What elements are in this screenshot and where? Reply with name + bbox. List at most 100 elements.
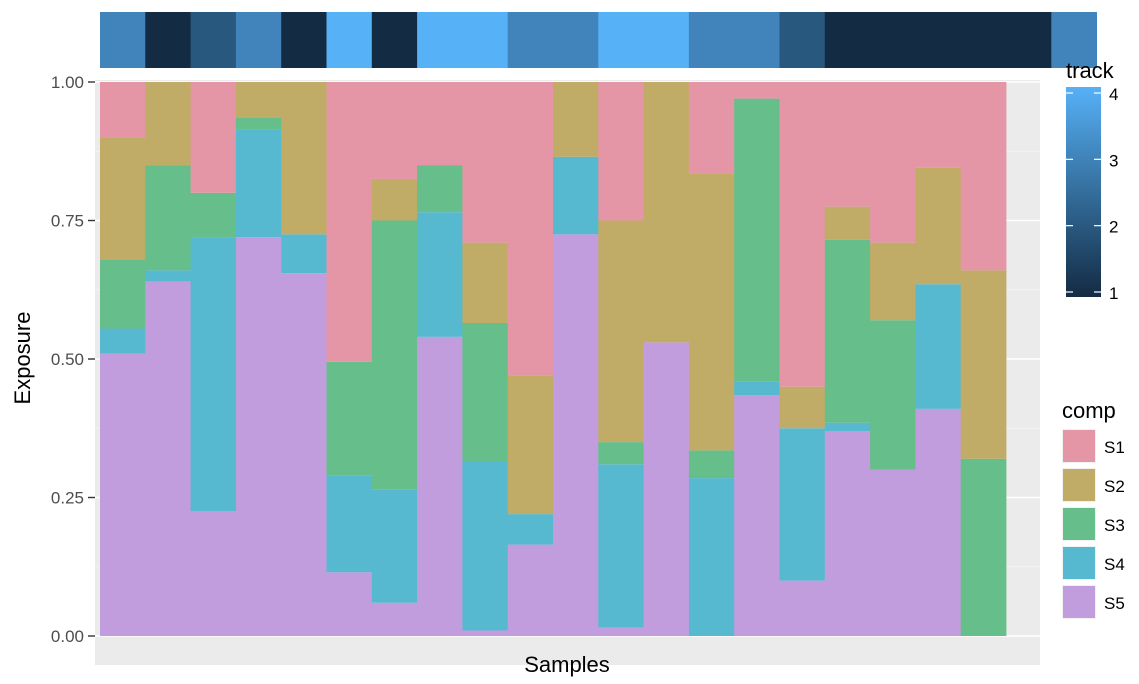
bar-segment-s1 <box>462 82 509 243</box>
track-cell <box>507 12 554 68</box>
bar-segment-s2 <box>960 270 1007 459</box>
bar-segment-s4 <box>326 475 373 573</box>
bar-segment-s5 <box>190 511 237 636</box>
track-strip <box>100 12 1097 68</box>
bar-segment-s1 <box>190 82 237 193</box>
bar-segment-s3 <box>734 98 780 382</box>
track-legend-title: track <box>1066 58 1115 83</box>
track-cell <box>598 12 644 68</box>
bar-segment-s3 <box>145 165 191 271</box>
colorbar-tick-label: 4 <box>1109 85 1118 104</box>
bar-segment-s5 <box>281 273 327 636</box>
y-tick-label: 1.00 <box>51 73 84 92</box>
colorbar-tick-label: 2 <box>1109 218 1118 237</box>
y-axis: 0.00 0.25 0.50 0.75 1.00 <box>51 73 95 646</box>
track-cell <box>870 12 916 68</box>
legend-swatch-s4 <box>1063 547 1095 579</box>
colorbar-tick-label: 3 <box>1109 151 1118 170</box>
track-colorbar <box>1066 87 1101 297</box>
bar-segment-s4 <box>190 237 237 512</box>
bar-segment-s1 <box>417 82 463 166</box>
bar-segment-s5 <box>553 234 599 636</box>
colorbar-tick-label: 1 <box>1109 284 1118 303</box>
bar-segment-s4 <box>824 422 871 432</box>
bar-segment-s2 <box>371 178 418 221</box>
bar-segment-s2 <box>145 82 191 166</box>
bar-segment-s4 <box>915 284 962 409</box>
track-cell <box>915 12 962 68</box>
bar-segment-s2 <box>281 82 327 235</box>
bar-segment-s1 <box>960 82 1007 271</box>
track-cell <box>190 12 237 68</box>
bar-segment-s5 <box>779 580 826 636</box>
bar-segment-s2 <box>688 173 735 451</box>
y-axis-title: Exposure <box>10 312 35 405</box>
bar-segment-s5 <box>145 281 191 636</box>
bar-segment-s5 <box>915 408 962 636</box>
bar-segment-s3 <box>190 192 237 238</box>
legend-label: S3 <box>1104 516 1125 535</box>
bar-segment-s1 <box>598 82 644 221</box>
y-tick-label: 0.25 <box>51 489 84 508</box>
bar-segment-s1 <box>734 82 780 99</box>
bar-segment-s1 <box>779 82 826 387</box>
track-cell <box>145 12 191 68</box>
bar-segment-s3 <box>824 239 871 423</box>
bars <box>100 82 1007 636</box>
bar-segment-s3 <box>598 442 644 465</box>
track-cell <box>100 12 146 68</box>
bar-segment-s3 <box>371 220 418 490</box>
track-cell <box>281 12 327 68</box>
bar-segment-s3 <box>100 259 146 329</box>
bar-segment-s4 <box>688 478 735 636</box>
bar-segment-s1 <box>915 82 962 168</box>
track-cell <box>462 12 509 68</box>
track-cell <box>643 12 690 68</box>
track-cell <box>1006 12 1052 68</box>
bar-segment-s4 <box>553 156 599 235</box>
comp-legend: comp S1 S2 S3 S4 S5 <box>1062 398 1125 619</box>
y-tick-label: 0.00 <box>51 627 84 646</box>
bar-segment-s2 <box>553 82 599 157</box>
bar-segment-s5 <box>417 336 463 636</box>
bar-segment-s5 <box>507 544 554 636</box>
bar-segment-s5 <box>870 469 916 636</box>
bar-segment-s2 <box>100 137 146 260</box>
track-cell <box>371 12 418 68</box>
bar-segment-s5 <box>824 431 871 636</box>
legend-swatch-s2 <box>1063 469 1095 501</box>
bar-segment-s2 <box>643 82 690 343</box>
bar-segment-s3 <box>326 361 373 476</box>
bar-segment-s4 <box>507 514 554 545</box>
bar-segment-s4 <box>235 129 282 238</box>
bar-segment-s2 <box>915 167 962 285</box>
bar-segment-s3 <box>688 450 735 479</box>
bar-segment-s4 <box>779 428 826 581</box>
track-cell <box>417 12 463 68</box>
track-legend: track 1 2 3 4 <box>1066 58 1118 303</box>
bar-segment-s5 <box>235 237 282 636</box>
bar-segment-s2 <box>235 82 282 119</box>
comp-legend-title: comp <box>1062 398 1116 423</box>
bar-segment-s4 <box>145 270 191 282</box>
bar-segment-s5 <box>598 627 644 636</box>
track-cell <box>553 12 599 68</box>
legend-label: S4 <box>1104 555 1125 574</box>
bar-segment-s4 <box>371 489 418 603</box>
track-cell <box>688 12 735 68</box>
track-cell <box>1051 12 1097 68</box>
bar-segment-s2 <box>779 386 826 429</box>
bar-segment-s4 <box>417 212 463 337</box>
bar-segment-s2 <box>824 206 871 240</box>
bar-segment-s1 <box>326 82 373 362</box>
x-axis-title: Samples <box>524 652 610 677</box>
bar-segment-s2 <box>462 242 509 323</box>
bar-segment-s4 <box>100 328 146 354</box>
bar-segment-s3 <box>870 320 916 470</box>
legend-swatch-s3 <box>1063 508 1095 540</box>
bar-segment-s1 <box>371 82 418 179</box>
legend-label: S5 <box>1104 594 1125 613</box>
bar-segment-s3 <box>417 165 463 213</box>
